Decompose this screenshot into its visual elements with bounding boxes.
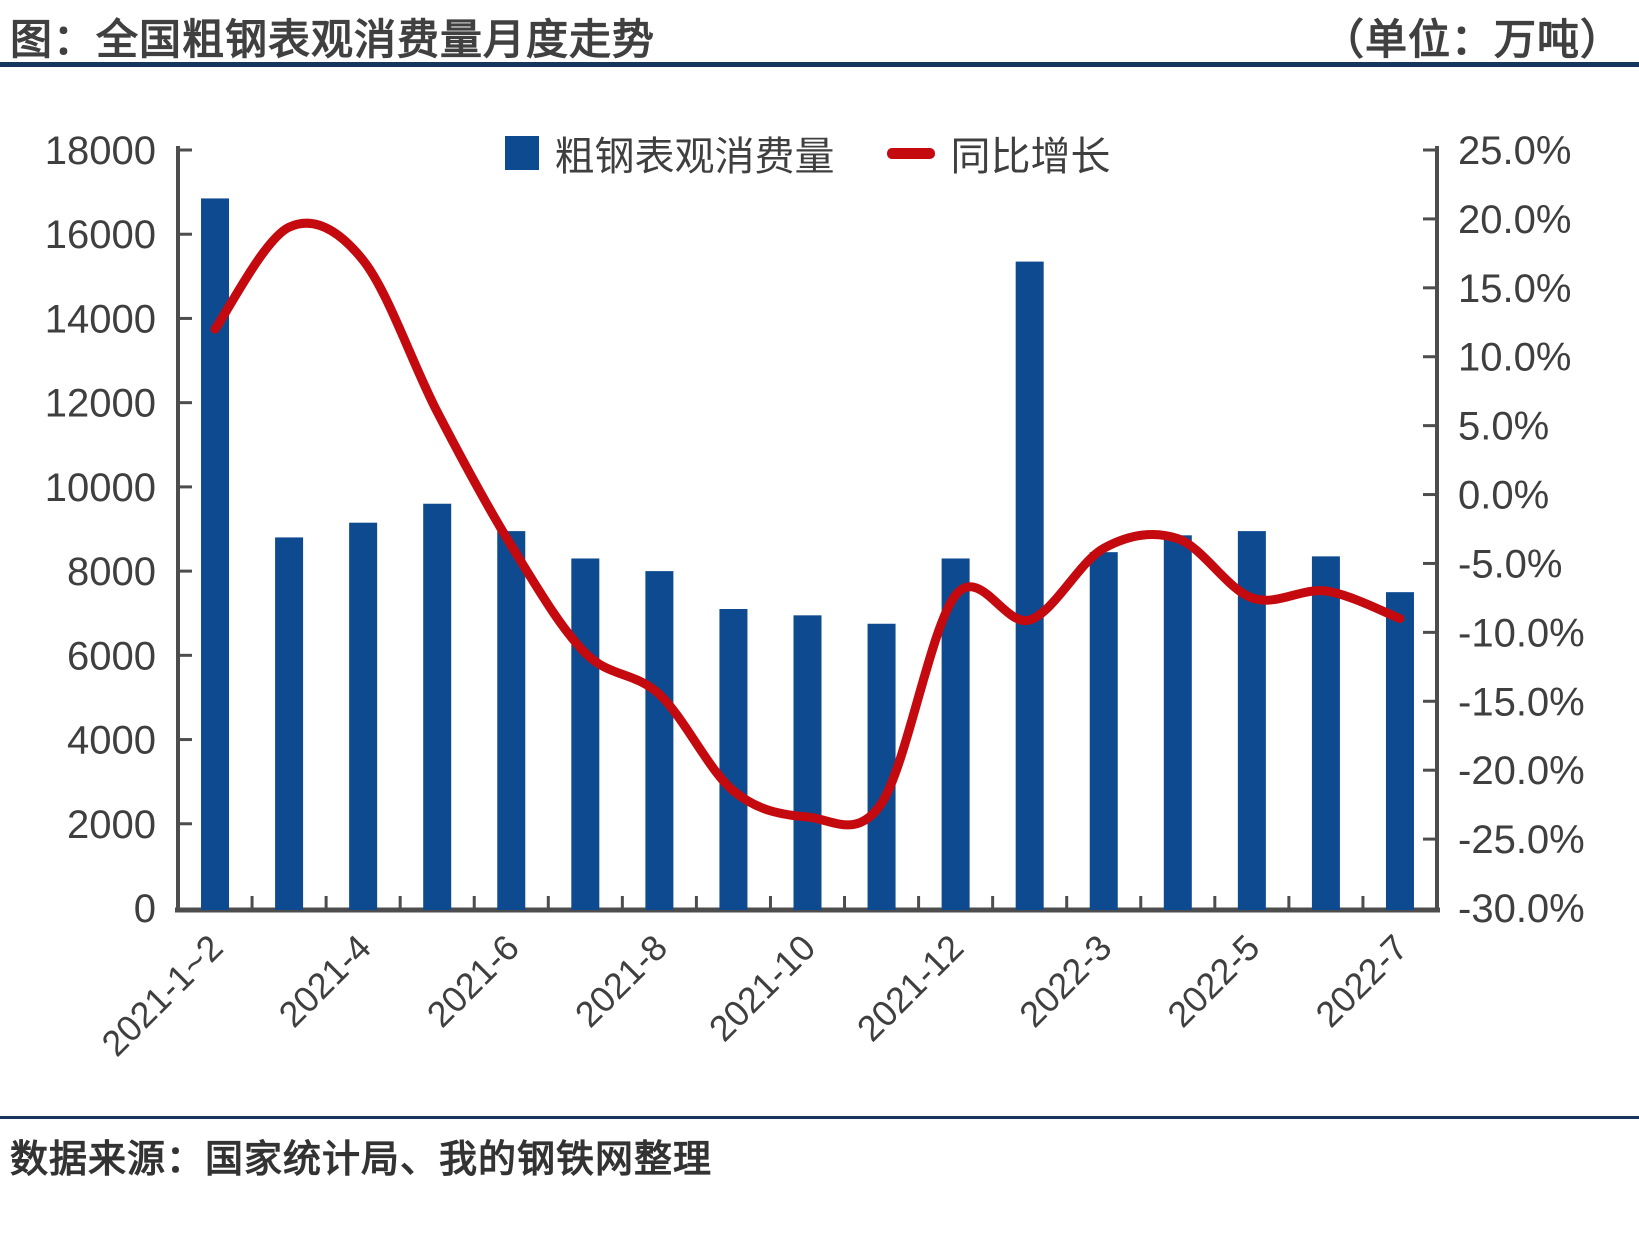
- line-swatch-icon: [886, 147, 935, 159]
- left-axis-label: 14000: [45, 297, 156, 341]
- right-axis-label: 0.0%: [1458, 474, 1549, 518]
- bar: [1163, 535, 1192, 910]
- header: 图：全国粗钢表观消费量月度走势 （单位：万吨）: [10, 6, 1623, 67]
- x-axis-label: 2021-1~2: [93, 927, 230, 1064]
- x-axis-label: 2021-12: [849, 927, 971, 1049]
- left-axis-label: 16000: [45, 213, 156, 257]
- right-axis-label: -15.0%: [1458, 680, 1585, 724]
- chart-legend: 粗钢表观消费量 同比增长: [178, 124, 1437, 182]
- right-axis-label: 5.0%: [1458, 405, 1549, 449]
- legend-item-consumption: 粗钢表观消费量: [504, 124, 835, 182]
- bar: [571, 558, 600, 910]
- yoy-line: [210, 218, 1405, 830]
- left-axis-label: 6000: [67, 634, 156, 678]
- bar: [1311, 556, 1340, 910]
- right-axis-label: 15.0%: [1458, 267, 1571, 311]
- x-axis-label: 2021-10: [701, 927, 823, 1049]
- legend-item-yoy: 同比增长: [886, 124, 1111, 182]
- bar: [423, 503, 452, 910]
- right-axis-label: 20.0%: [1458, 198, 1571, 242]
- x-axis-label: 2021-6: [419, 927, 527, 1035]
- header-divider: [0, 62, 1639, 67]
- page-title: 图：全国粗钢表观消费量月度走势: [10, 16, 656, 63]
- bar: [719, 609, 748, 910]
- left-axis-label: 18000: [45, 129, 156, 173]
- right-axis-label: 25.0%: [1458, 129, 1571, 173]
- bar: [1089, 552, 1118, 910]
- right-axis-label: -5.0%: [1458, 542, 1563, 586]
- left-axis-label: 4000: [67, 719, 156, 763]
- left-axis-label: 12000: [45, 382, 156, 426]
- bar-swatch-icon: [504, 136, 539, 170]
- bar: [1015, 261, 1044, 910]
- source-note: 数据来源：国家统计局、我的钢铁网整理: [10, 1139, 713, 1181]
- x-axis-label: 2021-4: [271, 927, 379, 1035]
- right-axis-label: -30.0%: [1458, 887, 1585, 931]
- footer-divider: [0, 1116, 1639, 1119]
- right-axis-label: -20.0%: [1458, 749, 1585, 793]
- bar: [1385, 592, 1414, 910]
- right-axis-label: 10.0%: [1458, 336, 1571, 380]
- bar: [497, 531, 526, 910]
- right-axis-label: -25.0%: [1458, 818, 1585, 862]
- x-axis-label: 2021-8: [567, 927, 675, 1035]
- bar: [349, 522, 378, 910]
- bar: [867, 623, 896, 910]
- x-axis-label: 2022-5: [1159, 927, 1267, 1035]
- unit-note: （单位：万吨）: [1321, 16, 1623, 63]
- left-axis-label: 10000: [45, 466, 156, 510]
- legend-label: 粗钢表观消费量: [554, 135, 835, 179]
- left-axis-label: 8000: [67, 550, 156, 594]
- x-axis-label: 2022-7: [1307, 927, 1415, 1035]
- x-axis-label: 2022-3: [1011, 927, 1119, 1035]
- left-axis-label: 0: [134, 887, 156, 931]
- right-axis-label: -10.0%: [1458, 611, 1585, 655]
- legend-label: 同比增长: [950, 135, 1111, 179]
- bar: [275, 537, 304, 910]
- left-axis-label: 2000: [67, 803, 156, 847]
- bar: [645, 571, 674, 910]
- bar: [793, 615, 822, 910]
